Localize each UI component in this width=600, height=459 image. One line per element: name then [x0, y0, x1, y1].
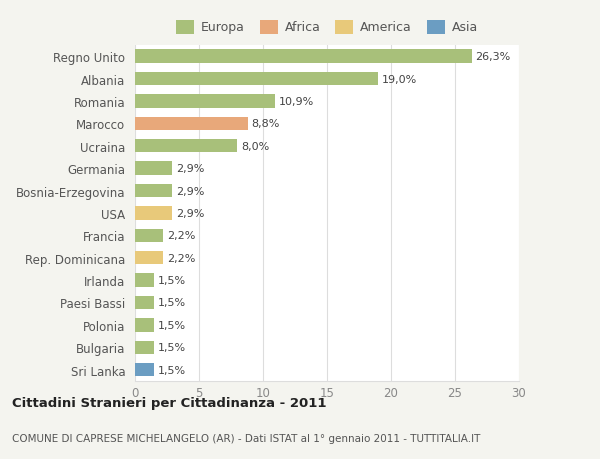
Bar	[135, 185, 172, 198]
Bar	[135, 50, 472, 64]
Text: 1,5%: 1,5%	[158, 365, 186, 375]
Text: 2,2%: 2,2%	[167, 231, 196, 241]
Text: 10,9%: 10,9%	[278, 97, 314, 107]
Bar	[135, 207, 172, 220]
Bar	[135, 229, 163, 242]
Text: 1,5%: 1,5%	[158, 275, 186, 285]
Bar	[135, 341, 154, 354]
Bar	[135, 162, 172, 175]
Text: 2,9%: 2,9%	[176, 208, 205, 218]
Bar	[135, 363, 154, 376]
Text: 1,5%: 1,5%	[158, 298, 186, 308]
Text: COMUNE DI CAPRESE MICHELANGELO (AR) - Dati ISTAT al 1° gennaio 2011 - TUTTITALIA: COMUNE DI CAPRESE MICHELANGELO (AR) - Da…	[12, 433, 481, 442]
Bar	[135, 319, 154, 332]
Text: 8,0%: 8,0%	[241, 141, 269, 151]
Text: 1,5%: 1,5%	[158, 342, 186, 353]
Text: Cittadini Stranieri per Cittadinanza - 2011: Cittadini Stranieri per Cittadinanza - 2…	[12, 396, 326, 409]
Text: 2,2%: 2,2%	[167, 253, 196, 263]
Text: 8,8%: 8,8%	[251, 119, 280, 129]
Bar	[135, 118, 248, 131]
Bar	[135, 95, 275, 108]
Bar	[135, 252, 163, 265]
Text: 2,9%: 2,9%	[176, 186, 205, 196]
Legend: Europa, Africa, America, Asia: Europa, Africa, America, Asia	[173, 18, 481, 36]
Bar	[135, 140, 238, 153]
Text: 1,5%: 1,5%	[158, 320, 186, 330]
Bar	[135, 73, 378, 86]
Bar	[135, 296, 154, 309]
Text: 19,0%: 19,0%	[382, 74, 417, 84]
Text: 2,9%: 2,9%	[176, 164, 205, 174]
Text: 26,3%: 26,3%	[475, 52, 511, 62]
Bar	[135, 274, 154, 287]
